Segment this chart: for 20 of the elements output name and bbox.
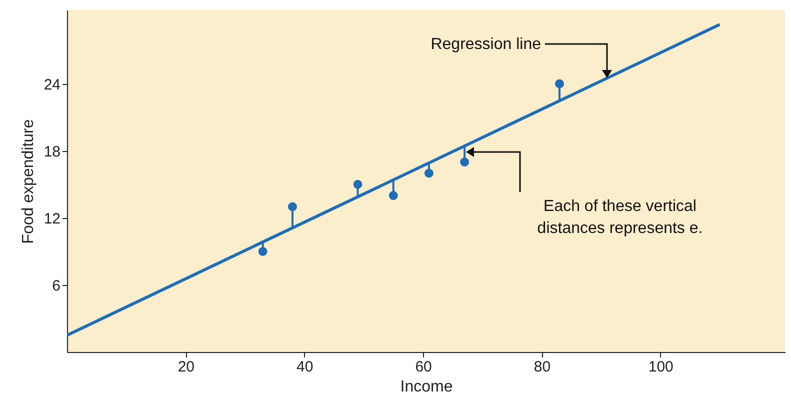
y-tick-label: 24 [44, 76, 60, 94]
x-tick-label: 80 [534, 358, 551, 376]
x-axis-title: Income [400, 378, 453, 396]
x-tick-label: 40 [296, 358, 314, 376]
y-tick-label: 18 [44, 143, 60, 160]
x-tick-label: 60 [415, 358, 432, 376]
x-tick-label: 20 [178, 358, 195, 376]
point [258, 246, 268, 256]
y-tick-label: 6 [52, 277, 60, 294]
annotation: Regression line [430, 36, 542, 53]
point [288, 202, 297, 212]
point [353, 180, 362, 189]
annotation: Each of these vertical distances represents e. [537, 198, 703, 237]
point [555, 79, 564, 88]
point [424, 168, 434, 178]
y-tick-label: 12 [44, 210, 60, 228]
x-tick-label: 100 [648, 358, 674, 376]
point [388, 191, 398, 200]
point [460, 158, 470, 166]
y-axis-title: Food expenditure [20, 119, 37, 244]
